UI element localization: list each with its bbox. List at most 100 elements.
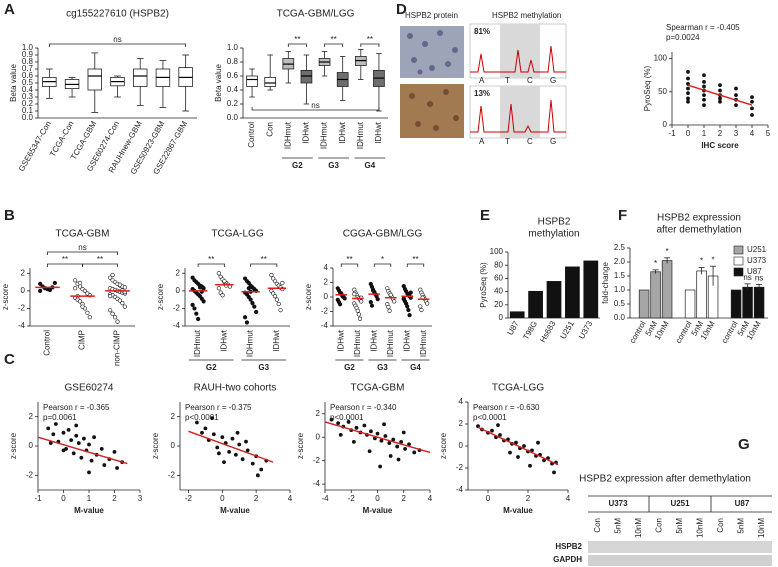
point [718,83,722,88]
point [73,286,78,291]
fit-line [188,430,274,463]
y-tick-label: 4 [459,397,464,406]
bar [730,289,742,319]
y-tick-label: 4 [324,263,329,272]
point [528,463,532,468]
y-tick-label: 1.0 [614,285,626,294]
significance-label: ** [294,35,300,44]
chart-title: RAUH-two cohorts [194,383,277,394]
chart-strip: -4 -2 0 2 4 z-score CGGA-GBM/LGG IDHwt IDHmut IDH… [304,229,432,372]
bar [528,290,543,318]
base-label: G [550,137,556,146]
cell-line: U87 [735,499,750,508]
panel-label: A [4,1,15,18]
point [336,421,341,426]
point [220,435,225,440]
point [108,294,113,299]
point [702,84,706,89]
base-label: C [527,137,533,146]
point [686,86,690,91]
stat-text: p=0.0024 [666,33,700,42]
point [38,288,43,293]
point [217,451,221,456]
bar [650,271,661,319]
point [382,422,386,427]
chart-title: TCGA-LGG [492,383,544,394]
y-tick-label: 0.0 [227,113,239,122]
y-tick-label: 0 [171,441,176,450]
x-tick-label: 4 [428,494,433,503]
x-tick-label: 3 [138,494,143,503]
point [254,309,259,315]
x-tick-label: 4 [288,494,293,503]
y-tick-label: 100 [490,247,504,256]
point [201,299,206,304]
point [115,466,119,470]
y-tick-label: 0.8 [22,57,34,66]
cpg-shade [500,24,540,78]
lane-label: 5nM [737,518,746,534]
lane-label: Con [593,518,602,533]
image-title: HSPB2 protein [405,11,458,20]
point [87,315,92,320]
point [338,432,343,437]
point [278,308,283,313]
significance-bracket [340,263,359,267]
blot-row-label: HSPB2 [555,542,582,551]
point [552,470,556,475]
lane-label: 10nM [696,518,705,538]
x-tick-label: Control [247,122,256,148]
point [201,286,206,291]
bar [546,281,562,318]
x-tick-label: 2 [526,494,531,503]
x-tick-label: 1 [87,494,92,503]
x-tick-label: Control [43,330,52,356]
y-tick-label: 0.5 [614,299,626,308]
chart-title: after demethylation [656,225,741,236]
point [686,99,690,104]
point [227,449,231,454]
point [686,96,690,101]
point [92,435,96,440]
x-tick-label: 4 [750,129,755,138]
point [406,307,411,313]
chart-box: 0.0 0.2 0.4 0.6 0.8 1.0 Beta value TCGA-GBM/LGG… [214,9,388,170]
point [216,271,221,276]
chart-scatter: -2 0 2 z-score -1 0 1 2 3 M-value GSE60274 Pearson … [9,383,143,515]
significance-label: ** [62,255,68,264]
point [536,440,540,445]
y-tick-label: 0 [29,441,34,450]
point [69,438,74,443]
point [508,450,512,455]
x-tick-label: 0 [486,494,491,503]
x-tick-label: 0 [686,129,691,138]
point [702,79,706,84]
group-label: G2 [206,363,217,372]
significance-label: ns [311,101,319,110]
stat-text: Pearson r = -0.630 [473,403,540,412]
point [378,464,383,469]
x-tick-label: IDHmut [283,121,292,149]
point [245,448,250,453]
point [734,93,738,98]
significance-label: ** [412,255,418,264]
group-label: G3 [377,363,388,372]
x-tick-label: IDHwt [336,329,345,352]
x-tick-label: IDHwt [302,121,311,144]
x-tick-label: 5 [766,129,771,138]
y-tick-label: -2 [313,456,321,465]
chart-strip: -4 -2 0 2 z-score TCGA-LGG IDHmut IDHwt IDHmut ID… [156,229,290,372]
y-tick-label: -2 [18,304,26,313]
point [195,420,199,425]
x-tick-label: 0 [375,494,380,503]
y-tick-label: 0 [21,286,26,295]
point [222,279,227,284]
point [255,473,260,478]
y-tick-label: 0.7 [22,64,34,73]
significance-bracket [197,263,225,267]
point [352,292,357,297]
significance-label: ** [346,255,352,264]
point [379,438,384,443]
y-axis-label: z-score [304,283,313,310]
